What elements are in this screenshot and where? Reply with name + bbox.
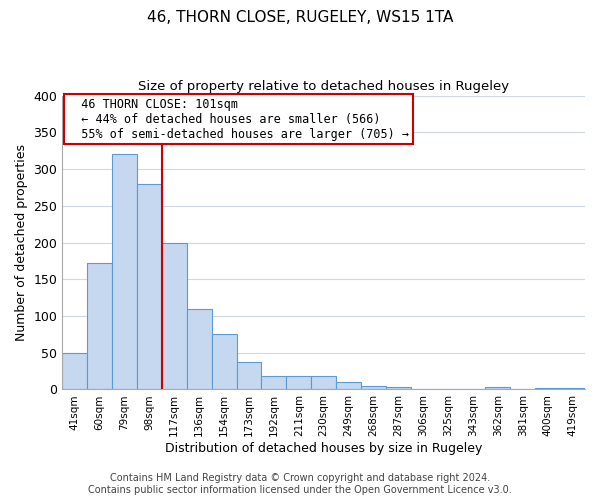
Bar (212, 334, 236, 390)
Bar (560, 388, 585, 390)
Bar (62, 352, 87, 390)
Bar (286, 376, 311, 390)
Bar (336, 382, 361, 390)
Bar (112, 154, 137, 390)
Y-axis label: Number of detached properties: Number of detached properties (15, 144, 28, 341)
Bar (485, 388, 511, 390)
Bar (361, 386, 386, 390)
Bar (535, 388, 560, 390)
Bar (262, 376, 286, 390)
Bar (87, 263, 112, 390)
Bar (162, 242, 187, 390)
Text: Contains HM Land Registry data © Crown copyright and database right 2024.
Contai: Contains HM Land Registry data © Crown c… (88, 474, 512, 495)
X-axis label: Distribution of detached houses by size in Rugeley: Distribution of detached houses by size … (165, 442, 482, 455)
Text: 46 THORN CLOSE: 101sqm
  ← 44% of detached houses are smaller (566)
  55% of sem: 46 THORN CLOSE: 101sqm ← 44% of detached… (67, 98, 409, 141)
Bar (386, 388, 411, 390)
Title: Size of property relative to detached houses in Rugeley: Size of property relative to detached ho… (138, 80, 509, 93)
Bar (311, 376, 336, 390)
Bar (137, 184, 162, 390)
Bar (236, 362, 262, 390)
Text: 46, THORN CLOSE, RUGELEY, WS15 1TA: 46, THORN CLOSE, RUGELEY, WS15 1TA (147, 10, 453, 25)
Bar (187, 308, 212, 390)
